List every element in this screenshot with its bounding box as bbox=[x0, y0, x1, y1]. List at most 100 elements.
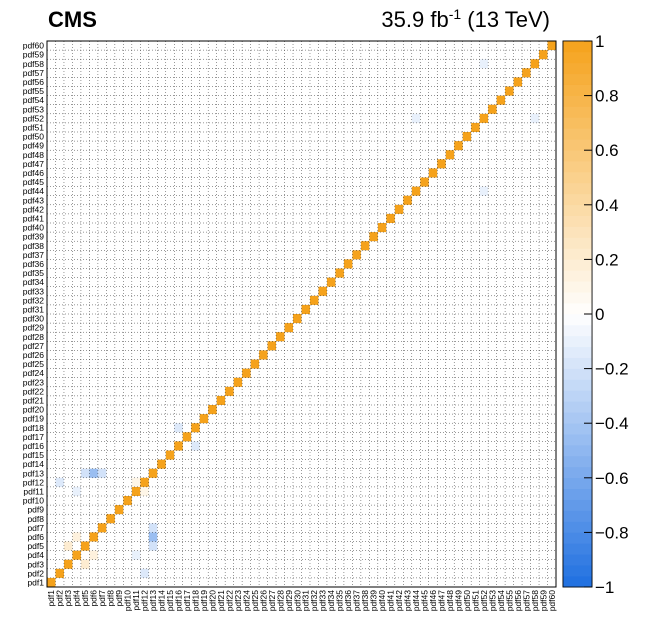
color-scale-band bbox=[563, 488, 592, 500]
x-tick-label: pdf49 bbox=[453, 590, 463, 612]
color-scale-band bbox=[563, 510, 592, 522]
y-tick-label: pdf28 bbox=[23, 332, 45, 342]
y-tick-label: pdf50 bbox=[23, 132, 45, 142]
x-tick-label: pdf36 bbox=[343, 590, 353, 612]
y-tick-label: pdf32 bbox=[23, 295, 45, 305]
heatmap-cell bbox=[496, 95, 506, 105]
heatmap-cell bbox=[462, 132, 472, 142]
heatmap-cell bbox=[343, 259, 353, 269]
heatmap-cell bbox=[479, 113, 489, 123]
y-tick-label: pdf56 bbox=[23, 77, 45, 87]
y-tick-label: pdf41 bbox=[23, 213, 45, 223]
y-tick-label: pdf21 bbox=[23, 395, 45, 405]
y-tick-label: pdf35 bbox=[23, 268, 45, 278]
x-tick-label: pdf28 bbox=[275, 590, 285, 612]
heatmap-cell bbox=[148, 523, 158, 533]
x-tick-label: pdf18 bbox=[190, 590, 200, 612]
heatmap-cell bbox=[377, 223, 387, 233]
y-tick-label: pdf20 bbox=[23, 405, 45, 415]
heatmap-cell bbox=[293, 314, 302, 324]
y-tick-label: pdf54 bbox=[23, 95, 45, 105]
x-tick-label: pdf21 bbox=[216, 590, 226, 612]
heatmap-cell bbox=[55, 477, 64, 487]
color-scale-band bbox=[563, 215, 592, 227]
color-scale-label: −0.6 bbox=[595, 469, 629, 488]
x-tick-label: pdf47 bbox=[436, 590, 446, 612]
y-tick-label: pdf8 bbox=[27, 514, 44, 524]
heatmap-cell bbox=[199, 414, 209, 424]
plot-frame bbox=[46, 40, 557, 588]
x-tick-label: pdf41 bbox=[386, 590, 396, 612]
y-tick-label: pdf26 bbox=[23, 350, 45, 360]
heatmap-cell bbox=[233, 377, 243, 387]
y-tick-label: pdf16 bbox=[23, 441, 45, 451]
x-tick-label: pdf60 bbox=[547, 590, 557, 612]
color-scale-band bbox=[563, 193, 592, 206]
y-tick-label: pdf33 bbox=[23, 286, 45, 296]
y-tick-label: pdf25 bbox=[23, 359, 45, 369]
color-scale-band bbox=[563, 150, 592, 162]
heatmap-cell bbox=[131, 550, 141, 560]
color-scale-label: −0.4 bbox=[595, 414, 629, 433]
color-scale-band bbox=[563, 281, 592, 293]
y-tick-label: pdf7 bbox=[27, 523, 44, 533]
x-tick-label: pdf6 bbox=[89, 590, 99, 607]
y-tick-label: pdf23 bbox=[23, 377, 45, 387]
color-scale-label: −1 bbox=[595, 578, 614, 597]
color-scale-band bbox=[563, 73, 592, 85]
x-tick-label: pdf34 bbox=[326, 590, 336, 612]
y-tick-label: pdf43 bbox=[23, 195, 45, 205]
heatmap-cell bbox=[360, 241, 370, 251]
heatmap-cell bbox=[445, 150, 455, 160]
x-tick-label: pdf30 bbox=[292, 590, 302, 612]
heatmap-cell bbox=[140, 486, 149, 496]
color-scale-band bbox=[563, 477, 592, 490]
heatmap-cell bbox=[140, 568, 149, 578]
y-tick-label: pdf53 bbox=[23, 104, 45, 114]
color-scale-band bbox=[563, 455, 592, 468]
y-tick-label: pdf5 bbox=[27, 541, 44, 551]
color-scale-band bbox=[563, 51, 592, 64]
color-scale-band bbox=[563, 368, 592, 380]
color-scale-band bbox=[563, 117, 592, 129]
grid-lines bbox=[47, 41, 556, 587]
x-tick-label: pdf25 bbox=[250, 590, 260, 612]
color-scale-label: −0.8 bbox=[595, 523, 629, 542]
heatmap-cell bbox=[411, 113, 421, 123]
color-scale-band bbox=[563, 172, 592, 184]
y-tick-label: pdf40 bbox=[23, 223, 45, 233]
heatmap-cell bbox=[72, 486, 81, 496]
heatmap-cell bbox=[225, 386, 234, 396]
heatmap-cell bbox=[488, 104, 497, 114]
heatmap-cell bbox=[471, 122, 480, 132]
y-tick-label: pdf39 bbox=[23, 232, 45, 242]
x-tick-label: pdf43 bbox=[403, 590, 413, 612]
color-scale-band bbox=[563, 95, 592, 107]
heatmap-cell bbox=[131, 477, 141, 487]
color-scale-band bbox=[563, 554, 592, 566]
color-scale-band bbox=[563, 357, 592, 369]
color-scale-band bbox=[563, 161, 592, 173]
x-tick-label: pdf27 bbox=[267, 590, 277, 612]
heatmap-cell bbox=[267, 341, 277, 351]
heatmap-cell bbox=[72, 550, 81, 560]
y-tick-label: pdf59 bbox=[23, 50, 45, 60]
color-scale-band bbox=[563, 303, 592, 315]
y-tick-label: pdf4 bbox=[27, 550, 44, 560]
x-tick-label: pdf55 bbox=[504, 590, 514, 612]
x-tick-label: pdf32 bbox=[309, 590, 319, 612]
y-tick-label: pdf30 bbox=[23, 314, 45, 324]
y-tick-label: pdf9 bbox=[27, 505, 44, 515]
heatmap-cell bbox=[454, 141, 463, 151]
x-tick-label: pdf33 bbox=[318, 590, 328, 612]
x-tick-label: pdf57 bbox=[521, 590, 531, 612]
y-tick-label: pdf45 bbox=[23, 177, 45, 187]
color-scale-band bbox=[563, 324, 592, 337]
color-scale-band bbox=[563, 401, 592, 413]
heatmap-cell bbox=[284, 323, 294, 333]
color-scale-label: 0.8 bbox=[595, 87, 619, 106]
color-scale-band bbox=[563, 62, 592, 75]
heatmap-cell bbox=[174, 423, 183, 433]
x-tick-label: pdf17 bbox=[182, 590, 192, 612]
y-tick-label: pdf6 bbox=[27, 532, 44, 542]
